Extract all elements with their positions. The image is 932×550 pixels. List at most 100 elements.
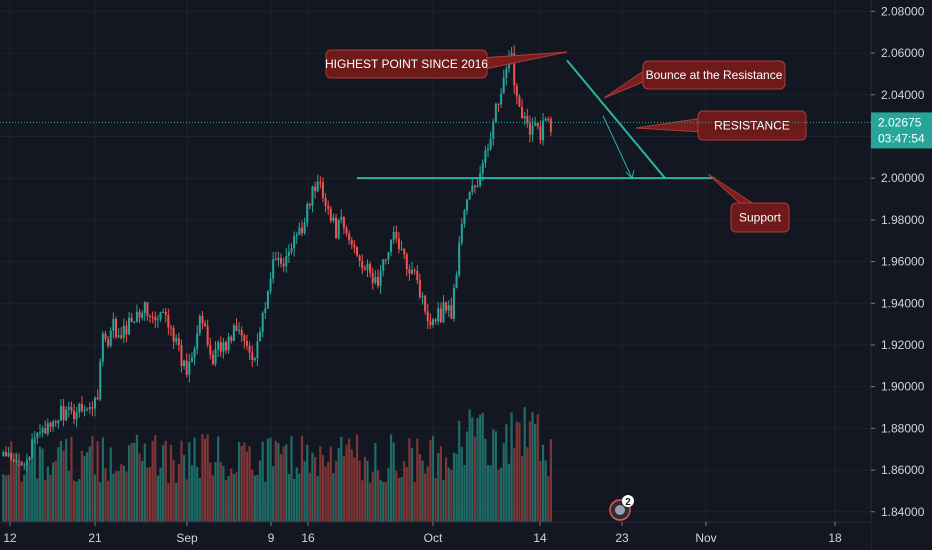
candle-body (366, 263, 369, 270)
volume-bar (345, 444, 348, 522)
volume-bar (544, 460, 547, 522)
candle-body (44, 428, 47, 434)
volume-bar (468, 409, 471, 522)
volume-bar (112, 473, 115, 522)
volume-bar (243, 442, 246, 522)
x-tick-label: 9 (268, 531, 275, 545)
candle-body (266, 291, 269, 309)
candle-body (177, 338, 180, 346)
callout-support[interactable]: Support (707, 173, 790, 233)
volume-bar (46, 466, 49, 522)
volume-bar (374, 442, 377, 522)
candle-body (371, 272, 374, 283)
volume-bar (167, 482, 170, 522)
candle-body (466, 199, 469, 211)
candle-body (460, 224, 463, 243)
candle-body (416, 271, 419, 281)
y-tick-label: 1.92000 (881, 338, 925, 352)
candle-body (91, 407, 94, 409)
volume-bar (473, 436, 477, 522)
volume-bar (109, 447, 112, 522)
volume-bar (348, 438, 351, 522)
callout-bounce[interactable]: Bounce at the Resistance (603, 60, 786, 99)
volume-bar (127, 445, 131, 522)
volume-bar (91, 436, 94, 522)
volume-bar (421, 460, 424, 522)
candle-body (101, 333, 104, 362)
candle-body (282, 263, 285, 267)
candle-body (261, 312, 264, 332)
candle-body (502, 77, 505, 94)
events-icon-inner (615, 505, 625, 515)
x-tick-label: Sep (176, 531, 198, 545)
candle-body (230, 336, 233, 341)
candle-body (293, 236, 296, 249)
volume-bar (122, 465, 125, 522)
volume-bar (31, 451, 34, 522)
candle-body (400, 248, 403, 250)
candle-body (287, 251, 290, 257)
candle-body (201, 316, 204, 324)
volume-bar (431, 435, 435, 522)
volume-bar (148, 466, 152, 522)
volume-bar (505, 424, 508, 522)
candle-body (353, 244, 356, 248)
candle-body (319, 182, 322, 184)
volume-bar (209, 462, 212, 522)
candle-body (248, 345, 251, 353)
candle-body (476, 185, 479, 187)
volume-bar (141, 461, 144, 522)
candle-body (196, 333, 199, 349)
callout-resistance[interactable]: RESISTANCE (635, 110, 807, 141)
volume-bar (211, 475, 215, 522)
callout-bounce-pointer (603, 67, 649, 99)
candle-body (429, 321, 432, 325)
volume-bar (206, 434, 209, 522)
volume-bar (306, 444, 309, 522)
candle-body (376, 276, 379, 286)
candle-body (280, 257, 283, 264)
volume-bar (75, 481, 78, 522)
candle-body (314, 186, 317, 192)
price-axis[interactable] (871, 0, 932, 550)
volume-bar (476, 418, 479, 522)
candle-body (494, 103, 497, 123)
candle-body (193, 348, 196, 358)
volume-bar (426, 466, 429, 522)
volume-bar (219, 462, 222, 522)
callout-resistance-pointer (635, 117, 704, 133)
events-badge[interactable]: 2 (609, 495, 634, 521)
volume-bar (397, 477, 401, 522)
volume-bar (156, 475, 159, 522)
last-price-badge[interactable] (871, 112, 932, 149)
callout-highest-point-box (325, 49, 488, 79)
volume-bar (358, 460, 361, 522)
y-tick-label: 1.84000 (881, 505, 925, 519)
candle-body (204, 323, 207, 327)
volume-bar (465, 431, 469, 522)
volume-bar (217, 436, 220, 522)
candle-body (413, 270, 416, 272)
volume-bar (502, 443, 505, 522)
candle-body (374, 276, 377, 283)
volume-bar (20, 481, 23, 522)
volume-bar (41, 448, 44, 522)
candle-body (227, 336, 230, 351)
callout-highest-point[interactable]: HIGHEST POINT SINCE 2016 (325, 49, 568, 79)
resistance-trendline[interactable] (566, 59, 666, 179)
volume-bar (400, 477, 403, 522)
time-axis[interactable] (0, 522, 871, 550)
volume-bar (175, 482, 178, 522)
volume-bar (458, 420, 461, 522)
candle-body (86, 408, 89, 410)
candle-body (505, 68, 508, 78)
y-tick-label: 2.08000 (881, 4, 925, 18)
candle-body (303, 222, 306, 234)
volume-bar (25, 464, 28, 522)
candle-body (7, 452, 10, 457)
volume-bar (282, 446, 285, 522)
candle-body (243, 335, 246, 342)
candle-body (88, 407, 91, 409)
volume-bar (510, 412, 513, 522)
